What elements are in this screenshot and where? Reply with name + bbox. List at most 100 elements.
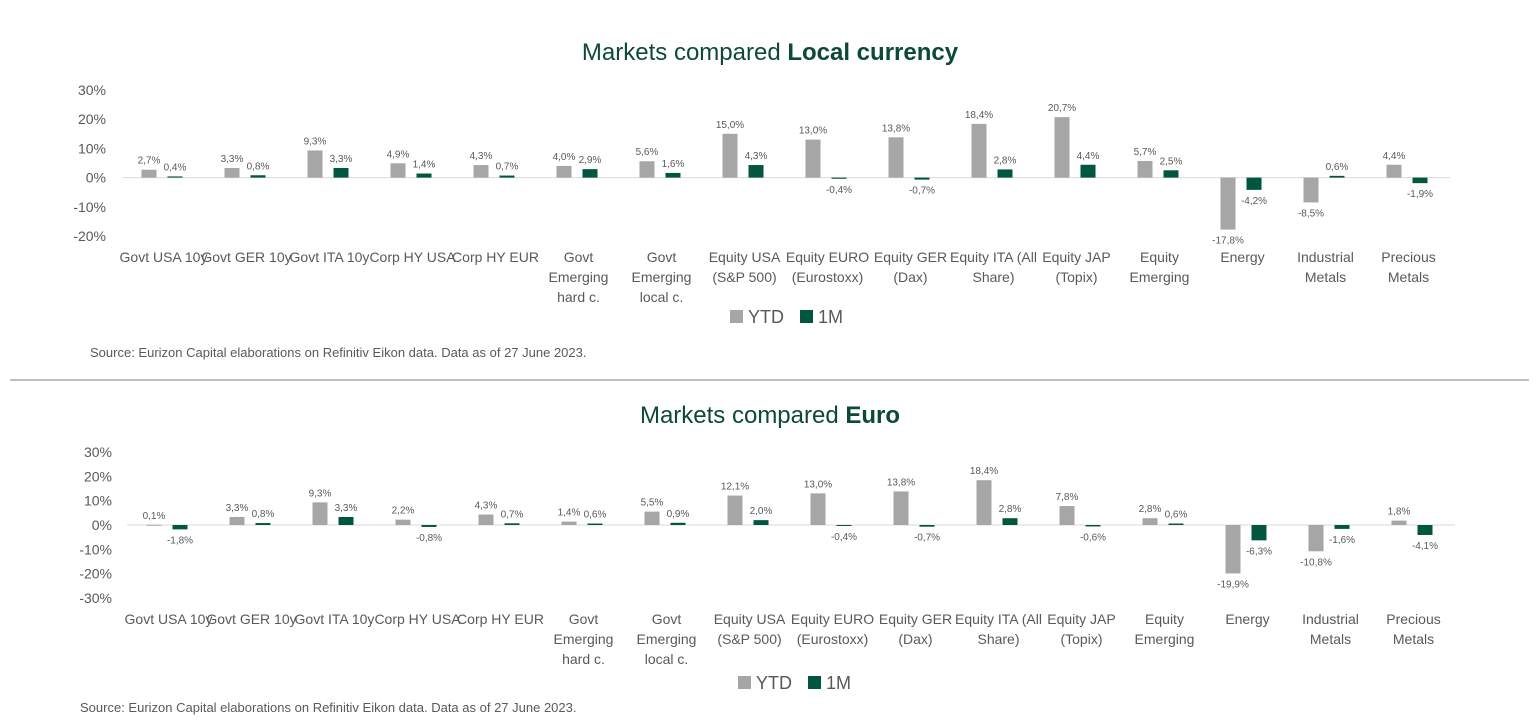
category-label: (S&P 500) [717, 631, 781, 647]
category-label: Corp HY USA [369, 249, 456, 265]
bar-1m [997, 169, 1013, 178]
y-tick-label: 30% [78, 82, 106, 98]
bar-ytd [141, 169, 157, 178]
data-label: 0,7% [501, 509, 524, 520]
data-label: -4,2% [1241, 196, 1267, 207]
category-label: local c. [645, 651, 689, 667]
bar-ytd [727, 495, 743, 525]
bar-1m [582, 169, 598, 178]
y-tick-label: 0% [92, 517, 112, 533]
bar-ytd [1308, 525, 1324, 552]
bar-ytd [1137, 160, 1153, 178]
bar-ytd [639, 161, 655, 178]
chart-title-bold: Euro [845, 402, 900, 429]
bar-1m [172, 525, 188, 530]
data-label: 0,6% [584, 510, 607, 521]
bar-ytd [976, 480, 992, 525]
data-label: -0,6% [1080, 532, 1106, 543]
category-label: Equity EURO [786, 249, 869, 265]
category-label: Precious [1381, 249, 1435, 265]
bar-ytd [390, 163, 406, 178]
bar-1m [1080, 164, 1096, 178]
legend-label-ytd: YTD [756, 673, 792, 693]
data-label: 7,8% [1056, 492, 1079, 503]
category-label: Share) [972, 269, 1014, 285]
category-label: Equity USA [709, 249, 781, 265]
category-label: Energy [1225, 611, 1269, 627]
bar-1m [1334, 525, 1350, 529]
category-label: Industrial [1302, 611, 1359, 627]
category-label: Emerging [632, 269, 692, 285]
bar-ytd [810, 493, 826, 525]
data-label: 18,4% [965, 110, 993, 121]
bar-1m [167, 176, 183, 178]
category-label: (Dax) [893, 269, 927, 285]
category-label: Equity JAP [1047, 611, 1115, 627]
data-label: 0,9% [667, 509, 690, 520]
category-label: Emerging [1130, 269, 1190, 285]
bar-ytd [1303, 177, 1319, 203]
data-label: 2,8% [994, 155, 1017, 166]
data-label: -0,8% [416, 533, 442, 544]
data-label: -10,8% [1300, 557, 1332, 568]
data-label: 4,3% [470, 151, 493, 162]
data-label: 4,3% [475, 501, 498, 512]
legend-swatch-ytd [730, 310, 743, 323]
data-label: 15,0% [716, 120, 744, 131]
bar-ytd [722, 133, 738, 178]
legend: YTD 1M [738, 673, 851, 693]
bar-1m [587, 523, 603, 525]
data-label: 0,8% [247, 161, 270, 172]
category-label: Govt GER 10y [201, 249, 291, 265]
data-label: -1,6% [1329, 535, 1355, 546]
bar-ytd [805, 139, 821, 178]
data-label: -1,9% [1407, 189, 1433, 200]
data-label: 9,3% [304, 136, 327, 147]
bar-ytd [1054, 117, 1070, 178]
data-label: 0,6% [1165, 510, 1188, 521]
category-label: Govt [564, 249, 594, 265]
category-label: Energy [1220, 249, 1264, 265]
bar-ytd [1386, 164, 1402, 178]
data-label: 0,8% [252, 509, 275, 520]
data-label: 4,4% [1077, 151, 1100, 162]
bar-1m [421, 525, 437, 527]
category-label: Corp HY EUR [452, 249, 539, 265]
bar-ytd [1391, 520, 1407, 525]
bar-1m [1246, 177, 1262, 190]
data-label: 20,7% [1048, 103, 1076, 114]
bar-ytd [556, 165, 572, 178]
y-tick-label: -20% [73, 228, 106, 244]
y-tick-label: -10% [79, 541, 112, 557]
data-label: -8,5% [1298, 208, 1324, 219]
data-label: -0,7% [909, 186, 935, 197]
category-label: (S&P 500) [712, 269, 776, 285]
bar-1m [499, 175, 515, 178]
category-label: Govt USA 10y [120, 249, 208, 265]
data-label: 3,3% [330, 154, 353, 165]
data-label: 2,9% [579, 155, 602, 166]
data-label: 0,4% [164, 162, 187, 173]
chart-title-prefix: Markets compared [582, 39, 787, 66]
chart-euro: Markets compared Euro 30% 20% 10% 0% -10% -20%… [79, 402, 1455, 715]
source-note: Source: Eurizon Capital elaborations on … [80, 700, 576, 715]
bar-1m [504, 523, 520, 525]
bar-1m [250, 175, 266, 178]
bar-1m [1168, 523, 1184, 525]
y-tick-label: 20% [84, 468, 112, 484]
bar-1m [1002, 518, 1018, 525]
category-label: Emerging [554, 631, 614, 647]
data-label: 13,8% [882, 123, 910, 134]
bar-ytd [229, 516, 245, 525]
y-tick-label: 10% [84, 493, 112, 509]
legend-label-1m: 1M [818, 307, 843, 327]
category-label: hard c. [557, 289, 600, 305]
bar-ytd [971, 123, 987, 178]
y-tick-label: -30% [79, 590, 112, 606]
data-label: 2,7% [138, 156, 161, 167]
legend-swatch-1m [808, 676, 821, 689]
data-label: 0,7% [496, 162, 519, 173]
category-label: Equity GER [879, 611, 952, 627]
category-label: Govt [569, 611, 599, 627]
